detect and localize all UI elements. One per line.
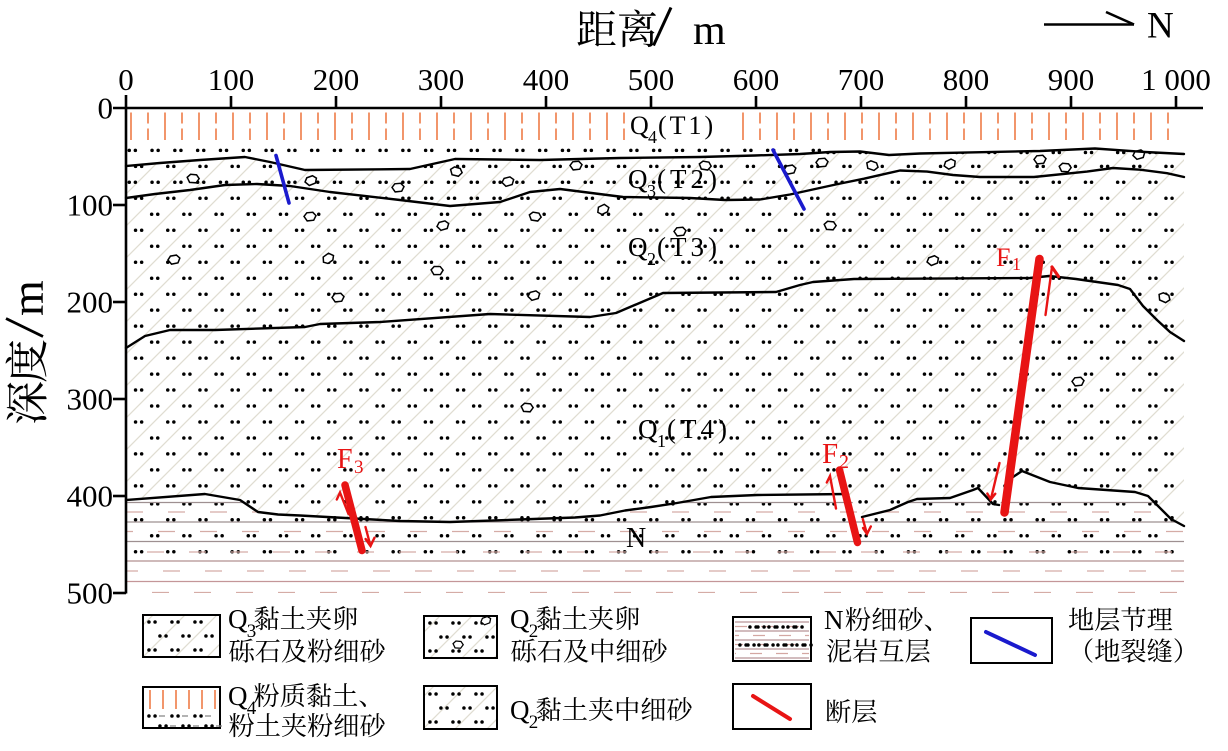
svg-text:500: 500 — [628, 62, 675, 97]
svg-text:200: 200 — [67, 285, 114, 320]
svg-text:N: N — [1147, 6, 1174, 47]
svg-text:Q: Q — [638, 414, 658, 444]
svg-text:Q: Q — [510, 695, 530, 725]
svg-text:m: m — [2, 280, 53, 316]
svg-text:F: F — [996, 243, 1010, 272]
svg-text:300: 300 — [67, 382, 114, 417]
svg-text:4: 4 — [247, 698, 257, 719]
svg-text:N: N — [626, 523, 646, 554]
svg-text:2: 2 — [529, 712, 539, 733]
svg-text:4: 4 — [648, 127, 657, 147]
svg-text:3: 3 — [647, 181, 656, 201]
svg-text:(T3): (T3) — [657, 232, 721, 262]
svg-text:F: F — [822, 438, 838, 470]
svg-text:Q: Q — [628, 232, 648, 262]
svg-text:2: 2 — [647, 249, 656, 269]
svg-text:100: 100 — [67, 188, 114, 223]
svg-text:3: 3 — [354, 457, 364, 478]
svg-text:(T4): (T4) — [667, 414, 731, 444]
svg-text:1: 1 — [1012, 254, 1021, 274]
svg-text:Q: Q — [630, 111, 649, 140]
svg-text:300: 300 — [418, 62, 465, 97]
svg-text:400: 400 — [523, 62, 570, 97]
svg-text:0: 0 — [98, 91, 114, 126]
svg-text:1: 1 — [657, 431, 666, 451]
svg-text:700: 700 — [838, 62, 885, 97]
svg-text:m: m — [693, 8, 726, 54]
svg-text:(T1): (T1) — [658, 111, 716, 140]
svg-text:Q: Q — [628, 164, 648, 194]
svg-text:Q: Q — [228, 604, 248, 634]
svg-text:200: 200 — [313, 62, 360, 97]
svg-text:0: 0 — [118, 62, 134, 97]
svg-text:500: 500 — [67, 576, 114, 611]
svg-text:2: 2 — [529, 621, 539, 642]
svg-text:3: 3 — [247, 621, 257, 642]
svg-text:400: 400 — [67, 479, 114, 514]
svg-text:Q: Q — [510, 604, 530, 634]
svg-text:2: 2 — [839, 451, 849, 473]
svg-text:600: 600 — [733, 62, 780, 97]
svg-text:F: F — [337, 444, 353, 475]
svg-text:N: N — [824, 605, 844, 635]
svg-text:800: 800 — [943, 62, 990, 97]
svg-text:Q: Q — [228, 681, 248, 711]
svg-text:(T2): (T2) — [657, 164, 721, 194]
svg-text:100: 100 — [208, 62, 255, 97]
svg-text:900: 900 — [1048, 62, 1095, 97]
svg-text:1 000: 1 000 — [1141, 62, 1211, 97]
